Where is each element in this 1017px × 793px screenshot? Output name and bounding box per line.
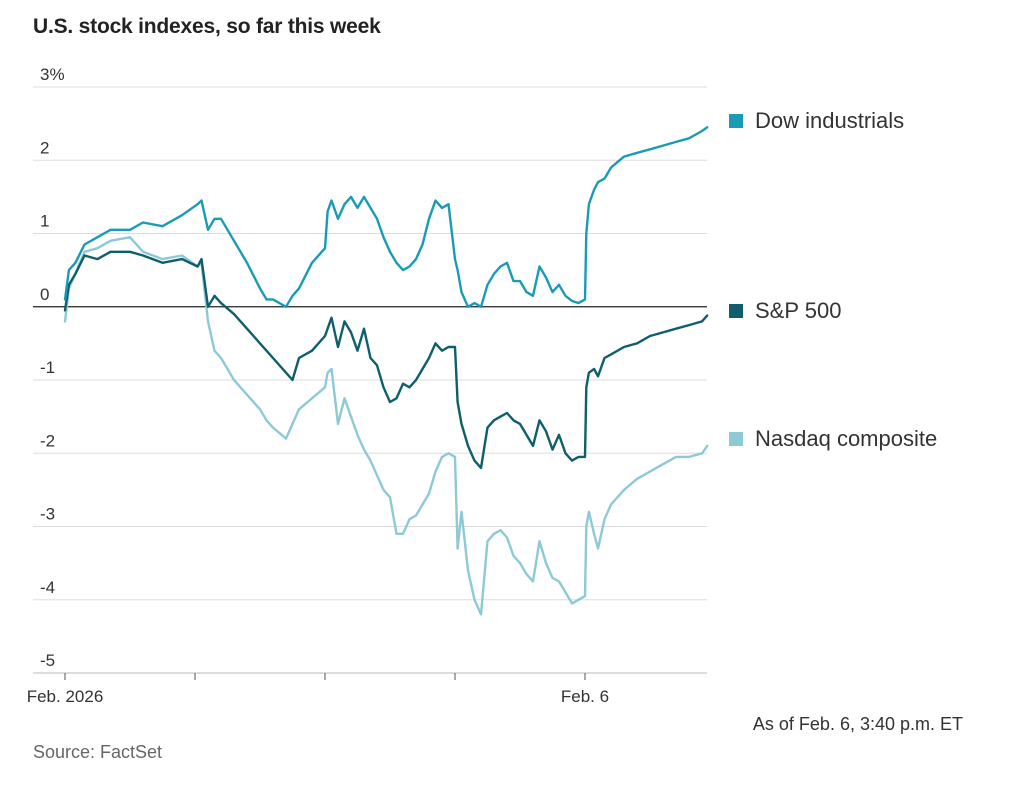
y-axis-ticks: -5 -4 -3 -2 -1 0 1 2 3%	[40, 65, 65, 670]
legend-swatch-nasdaq	[729, 432, 743, 446]
legend-nasdaq: Nasdaq composite	[729, 426, 937, 452]
series-line-nasdaq	[63, 235, 709, 616]
x-tick-label: Feb. 6	[561, 687, 609, 706]
y-tick-label: 1	[40, 212, 49, 231]
legend-label-sp500: S&P 500	[755, 298, 842, 323]
series-line-sp	[63, 250, 709, 470]
y-tick-label: -1	[40, 358, 55, 377]
legend-label-dow: Dow industrials	[755, 108, 905, 133]
y-tick-label: 3%	[40, 65, 65, 84]
y-tick-label: 0	[40, 285, 49, 304]
y-tick-label: -3	[40, 505, 55, 524]
timestamp-note: As of Feb. 6, 3:40 p.m. ET	[752, 714, 963, 734]
y-tick-label: -4	[40, 578, 55, 597]
y-tick-label: -2	[40, 431, 55, 450]
legend-sp500: S&P 500	[729, 298, 841, 324]
x-tick-label: Feb. 2026	[27, 687, 104, 706]
legend-label-nasdaq: Nasdaq composite	[755, 426, 938, 451]
chart-title: U.S. stock indexes, so far this week	[33, 15, 381, 38]
series-line-dow	[63, 126, 709, 308]
x-axis: Feb. 2026 Feb. 6	[27, 672, 707, 706]
series-lines	[63, 126, 709, 616]
y-tick-label: 2	[40, 138, 49, 157]
legend-dow: Dow industrials	[729, 108, 904, 134]
y-tick-label: -5	[40, 651, 55, 670]
legend-swatch-sp500	[729, 304, 743, 318]
legend-swatch-dow	[729, 114, 743, 128]
source-note: Source: FactSet	[33, 742, 163, 762]
